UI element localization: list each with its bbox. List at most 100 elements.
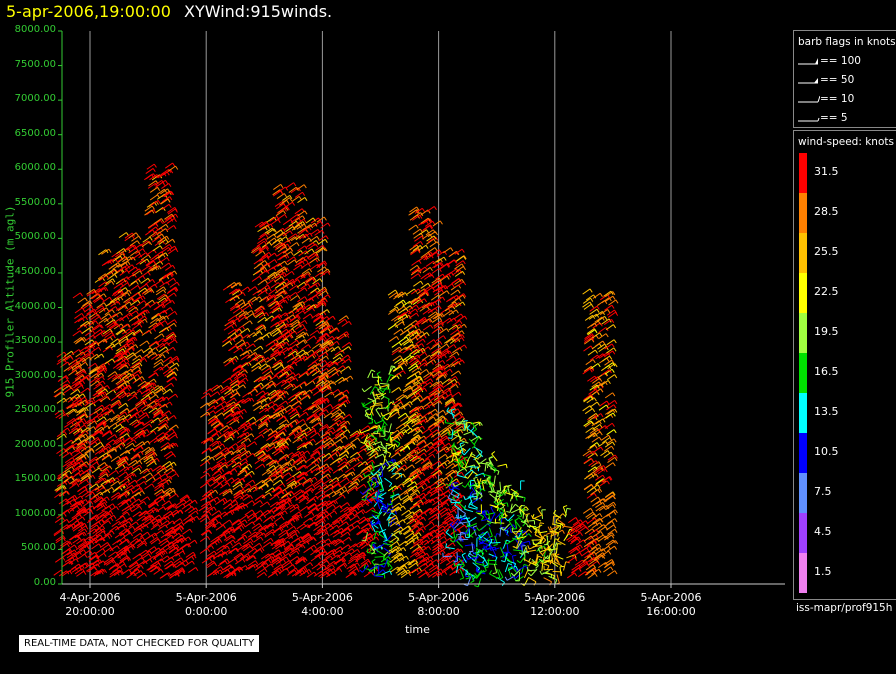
wind-barb-flag: [142, 441, 146, 446]
wind-barb-flag: [273, 435, 277, 440]
wind-barb-flag: [294, 495, 298, 500]
wind-barb: [98, 281, 107, 288]
wind-barb-flag: [120, 423, 124, 428]
wind-barb: [222, 426, 231, 433]
wind-barb: [246, 555, 255, 562]
wind-barb: [124, 345, 133, 352]
wind-barb: [240, 334, 249, 341]
wind-barb: [155, 354, 164, 361]
wind-barb-flag: [140, 570, 144, 575]
wind-barb-flag: [154, 546, 158, 551]
wind-barb: [155, 432, 164, 439]
wind-barb: [208, 418, 216, 425]
wind-barb: [280, 437, 289, 444]
wind-barb-flag: [161, 397, 165, 402]
wind-barb: [155, 550, 164, 557]
wind-barb-flag: [278, 328, 282, 333]
wind-barb-flag: [216, 433, 220, 438]
wind-barb: [254, 310, 263, 317]
wind-barb-flag: [165, 473, 169, 478]
wind-barb: [106, 448, 115, 455]
wind-barb: [186, 554, 195, 561]
wind-barb-flag: [135, 521, 139, 526]
wind-barb: [89, 524, 98, 531]
wind-barb-flag: [207, 472, 211, 477]
wind-barb: [285, 432, 294, 439]
wind-barb-flag: [107, 425, 111, 430]
wind-barb-flag: [272, 340, 276, 345]
wind-barb-flag: [144, 318, 148, 323]
wind-barb: [239, 341, 248, 348]
wind-barb: [206, 399, 215, 406]
wind-barb-flag: [106, 468, 110, 473]
wind-barb: [81, 356, 90, 363]
wind-barb: [206, 506, 215, 513]
wind-barb: [223, 413, 232, 420]
wind-barb-flag: [220, 398, 224, 402]
wind-barb: [266, 278, 275, 285]
wind-barb-flag: [262, 250, 266, 255]
wind-barb-flag: [246, 466, 250, 471]
wind-barb: [261, 469, 270, 476]
wind-barb: [118, 528, 127, 535]
wind-barb-flag: [111, 309, 115, 314]
wind-barb: [62, 396, 71, 403]
wind-barb-flag: [171, 191, 175, 196]
wind-barb-flag: [115, 506, 119, 511]
wind-barb: [157, 179, 166, 186]
wind-barb: [111, 376, 120, 383]
wind-barb: [152, 403, 161, 410]
wind-barb-flag: [251, 509, 255, 514]
wind-barb-flag: [152, 451, 156, 456]
wind-barb: [247, 296, 256, 303]
wind-barb: [168, 473, 177, 480]
wind-barb: [210, 419, 219, 426]
wind-barb: [254, 458, 263, 465]
wind-barb-flag: [109, 533, 113, 538]
wind-barb-flag: [291, 543, 295, 548]
wind-barb: [167, 393, 176, 400]
wind-barb: [265, 340, 274, 347]
wind-barb-flag: [91, 448, 95, 452]
wind-barb-flag: [222, 396, 226, 401]
wind-barb: [115, 378, 124, 385]
wind-barb-flag: [91, 435, 95, 440]
wind-barb-flag: [242, 325, 246, 330]
wind-barb: [296, 494, 305, 501]
wind-barb: [199, 402, 208, 409]
wind-barb: [95, 422, 104, 429]
wind-barb-flag: [159, 245, 163, 250]
wind-barb: [112, 439, 121, 446]
wind-barb-flag: [305, 332, 310, 337]
wind-barb: [306, 430, 315, 437]
wind-barb-flag: [263, 240, 267, 245]
wind-barb-flag: [107, 396, 111, 401]
wind-barb-flag: [110, 316, 115, 321]
wind-barb: [94, 518, 103, 525]
wind-barb-flag: [104, 477, 108, 482]
wind-barb: [166, 322, 175, 329]
wind-barb-flag: [82, 393, 86, 398]
wind-barb-flag: [139, 539, 143, 544]
wind-barb-flag: [240, 364, 244, 369]
wind-barb: [152, 321, 161, 328]
wind-barb: [119, 269, 128, 276]
wind-barb-flag: [109, 328, 113, 333]
wind-barb-flag: [275, 430, 279, 435]
wind-barb: [74, 312, 83, 319]
wind-barb: [155, 289, 164, 296]
wind-barb-flag: [286, 319, 290, 323]
wind-barb: [232, 365, 241, 372]
wind-barb: [239, 350, 248, 357]
wind-barb: [166, 528, 175, 535]
wind-barb-flag: [284, 268, 288, 273]
wind-barb: [243, 310, 252, 317]
wind-barb: [125, 256, 134, 263]
wind-barb: [212, 473, 221, 480]
wind-barb-flag: [304, 210, 308, 215]
wind-barb-flag: [71, 422, 75, 426]
wind-barb-flag: [126, 491, 130, 496]
wind-barb: [146, 400, 155, 407]
wind-barb: [141, 388, 149, 395]
wind-barb-flag: [287, 243, 291, 248]
